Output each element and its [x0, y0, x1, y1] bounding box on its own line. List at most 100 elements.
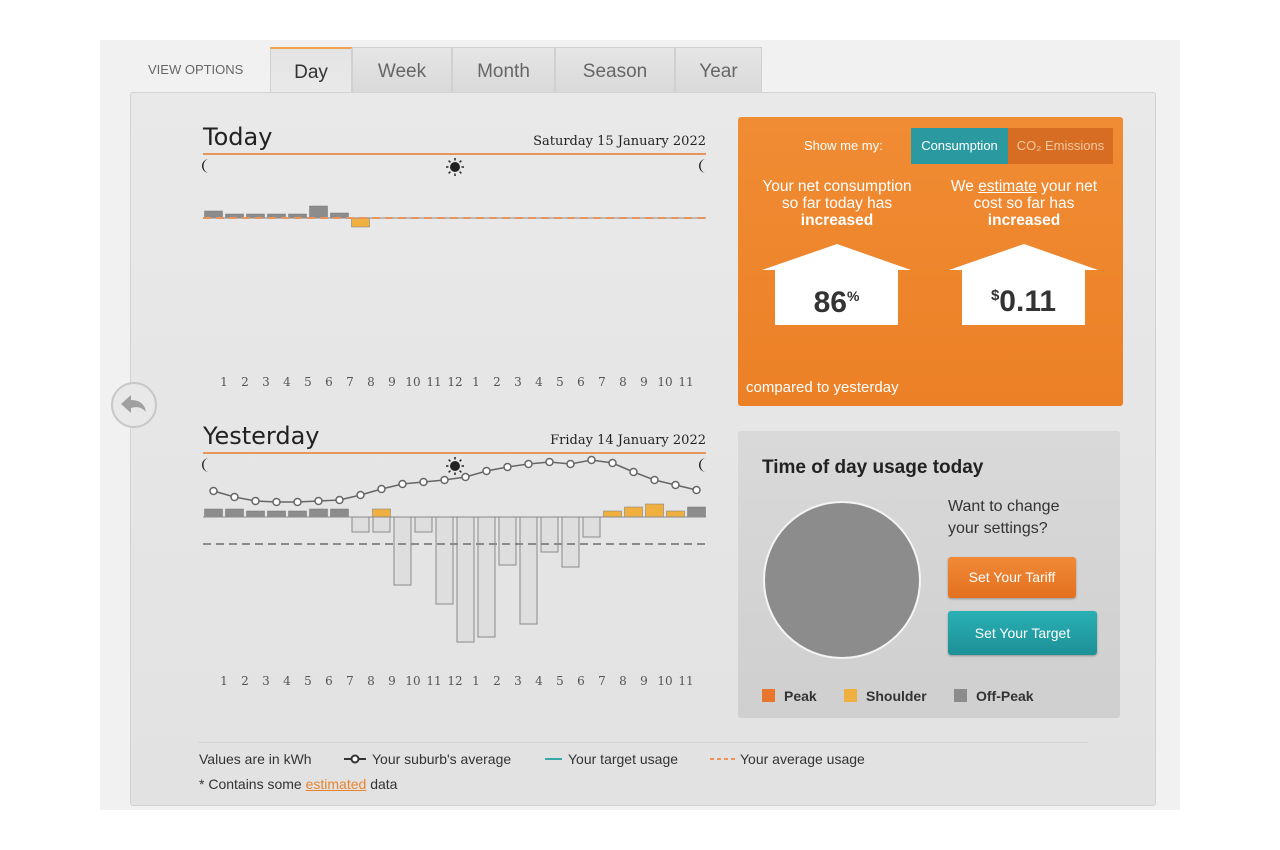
- increase: 86%: [775, 279, 898, 320]
- sun-ray: [459, 171, 462, 174]
- usage-bar: [603, 510, 622, 518]
- hour-label: 7: [346, 674, 354, 688]
- estimate-note: * Contains some estimated data: [199, 776, 397, 792]
- tab[interactable]: Season: [555, 47, 675, 92]
- sun-icon: [450, 162, 460, 172]
- houses: [762, 244, 1098, 325]
- right-line: We estimate your net: [928, 178, 1120, 195]
- currency: $: [990, 287, 1000, 304]
- suburb-average-point: [272, 497, 281, 507]
- usage-bar: [288, 510, 307, 518]
- legend-swatch: [844, 689, 857, 702]
- sun-ray: [459, 470, 462, 473]
- tab[interactable]: Year: [675, 47, 762, 92]
- hour-label: 10: [657, 375, 672, 389]
- usage-bar: [330, 508, 349, 518]
- toggle-consumption[interactable]: Consumption: [911, 128, 1008, 164]
- sun-ray: [459, 160, 462, 163]
- export-bar: [414, 516, 433, 533]
- hour-label: 11: [426, 375, 441, 389]
- hour-label: 10: [657, 674, 672, 688]
- usage-bar: [309, 508, 328, 518]
- export-bar: [435, 516, 454, 605]
- chart-title: Today: [202, 123, 272, 151]
- hour-label: 1: [472, 674, 480, 688]
- usage-bar: [267, 510, 286, 518]
- suburb-average-point: [692, 485, 701, 495]
- tab[interactable]: Month: [452, 47, 555, 92]
- link[interactable]: estimated: [305, 776, 367, 792]
- sun-ray: [459, 459, 462, 462]
- hour-label: 8: [367, 375, 375, 389]
- usage-panel: Time of day usage today Want to change y…: [738, 431, 1120, 718]
- separator: [198, 742, 1088, 743]
- suburb-average-point: [461, 472, 470, 482]
- suburb-average-point: [419, 477, 428, 487]
- hour-label: 9: [640, 674, 648, 688]
- legend-swatch: [762, 689, 775, 702]
- hour-label: 6: [325, 375, 333, 389]
- hour-label: 6: [577, 674, 585, 688]
- hour-label: 10: [405, 375, 420, 389]
- chart-date: Saturday 15 January 2022: [533, 134, 706, 149]
- usage-bar: [225, 508, 244, 518]
- legend-swatch: [954, 689, 967, 702]
- sun-ray: [448, 459, 451, 462]
- usage-bar: [372, 508, 391, 518]
- legend-label: Your average usage: [740, 751, 865, 767]
- export-bar: [372, 516, 391, 533]
- usage-bar: [351, 217, 370, 228]
- cost: $0.11: [962, 279, 1085, 319]
- sun-icon: [450, 461, 460, 471]
- hour-label: 2: [241, 674, 249, 688]
- suburb-average-point: [671, 480, 680, 490]
- chart-date: Friday 14 January 2022: [550, 433, 706, 448]
- usage-bar: [624, 506, 643, 518]
- suburb-average-point: [314, 496, 323, 506]
- suburb-average-point: [398, 479, 407, 489]
- usage-bar: [204, 210, 223, 219]
- hour-label: 5: [556, 674, 564, 688]
- legend-label: Your target usage: [568, 751, 679, 767]
- export-bar: [456, 516, 475, 643]
- hour-label: 11: [678, 375, 693, 389]
- suburb-average-point: [209, 486, 218, 496]
- hour-label: 1: [472, 375, 480, 389]
- hour-label: 7: [598, 674, 606, 688]
- hour-label: 9: [388, 674, 396, 688]
- suburb-average-point: [377, 484, 386, 494]
- target-button[interactable]: Set Your Target: [948, 611, 1097, 655]
- hour-label: 11: [426, 674, 441, 688]
- hour-label: 2: [493, 674, 501, 688]
- tariff-button[interactable]: Set Your Tariff: [948, 557, 1076, 598]
- legend-label: Peak: [784, 688, 817, 704]
- hour-label: 5: [556, 375, 564, 389]
- left-line: Your net consumption: [762, 178, 912, 195]
- hour-label: 3: [262, 674, 270, 688]
- view-options-label: VIEW OPTIONS: [148, 62, 244, 77]
- usage-bar: [687, 506, 706, 518]
- tab[interactable]: Week: [352, 47, 452, 92]
- export-bar: [582, 516, 601, 538]
- export-bar: [540, 516, 559, 553]
- suburb-average-point: [482, 466, 491, 476]
- tab[interactable]: Day: [270, 47, 352, 92]
- export-bar: [351, 516, 370, 533]
- hour-label: 1: [220, 375, 228, 389]
- back-button[interactable]: [111, 382, 157, 428]
- sun-ray: [448, 160, 451, 163]
- right-line: increased: [987, 212, 1061, 229]
- hour-label: 11: [678, 674, 693, 688]
- export-bar: [519, 516, 538, 625]
- hour-label: 3: [514, 375, 522, 389]
- text: * Contains some: [199, 776, 306, 792]
- toggle-emissions[interactable]: CO₂ Emissions: [1008, 128, 1113, 164]
- link[interactable]: estimate: [978, 178, 1037, 195]
- legend-label: Your suburb's average: [372, 751, 512, 767]
- usage-bar: [666, 510, 685, 518]
- suburb-average-point: [650, 475, 659, 485]
- pie-chart: Peak Shoulder Off-Peak: [762, 501, 1034, 704]
- suburb-average-point: [440, 475, 449, 485]
